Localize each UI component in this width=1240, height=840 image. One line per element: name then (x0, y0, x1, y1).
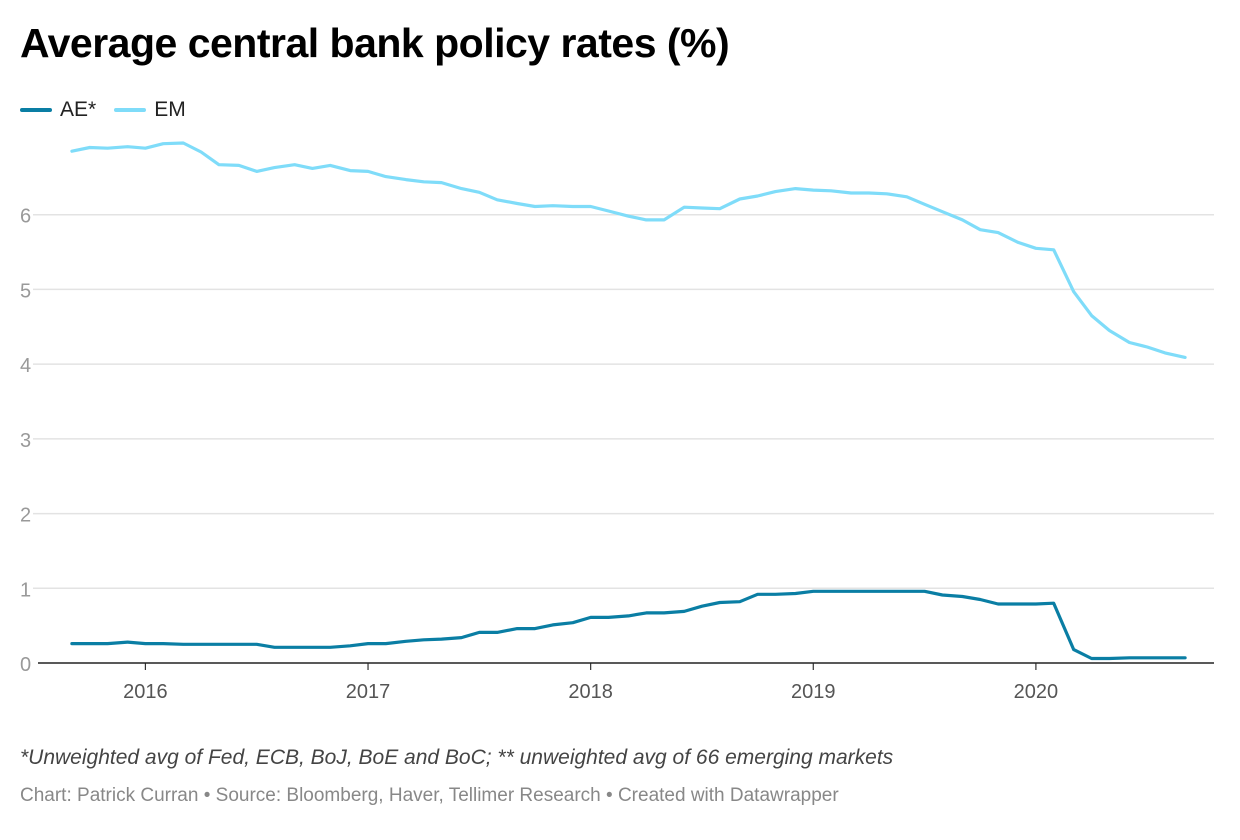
y-tick-label: 1 (20, 579, 31, 601)
legend-label-em: EM (154, 98, 186, 121)
y-tick-label: 0 (20, 654, 31, 676)
series-line-em (70, 141, 1187, 359)
y-tick-label: 4 (20, 355, 31, 377)
credit-line: Chart: Patrick Curran • Source: Bloomber… (20, 785, 839, 806)
legend-item-ae: AE* (20, 98, 96, 122)
line-chart: 0 1 2 3 4 5 6 2016 2017 2018 2019 2020 (20, 141, 1214, 703)
y-tick-label: 3 (20, 430, 31, 452)
chart-title: Average central bank policy rates (%) (20, 20, 730, 66)
x-tick-label: 2017 (346, 681, 391, 703)
legend-label-ae: AE* (60, 98, 97, 121)
legend-swatch-ae (20, 108, 52, 112)
y-axis-ticks: 0 1 2 3 4 5 6 (20, 206, 31, 676)
legend-item-em: EM (114, 98, 186, 122)
series-line-ae (70, 589, 1187, 661)
y-tick-label: 5 (20, 280, 31, 302)
legend: AE* EM (20, 98, 204, 122)
series-lines (70, 141, 1187, 661)
x-tick-label: 2016 (123, 681, 168, 703)
y-tick-label: 6 (20, 206, 31, 228)
footnote: *Unweighted avg of Fed, ECB, BoJ, BoE an… (20, 746, 894, 769)
x-tick-label: 2020 (1014, 681, 1059, 703)
x-tick-label: 2019 (791, 681, 836, 703)
gridlines (33, 213, 1214, 590)
y-tick-label: 2 (20, 505, 31, 527)
x-tick-label: 2018 (568, 681, 613, 703)
legend-swatch-em (114, 108, 147, 112)
x-axis-ticks: 2016 2017 2018 2019 2020 (123, 663, 1058, 703)
